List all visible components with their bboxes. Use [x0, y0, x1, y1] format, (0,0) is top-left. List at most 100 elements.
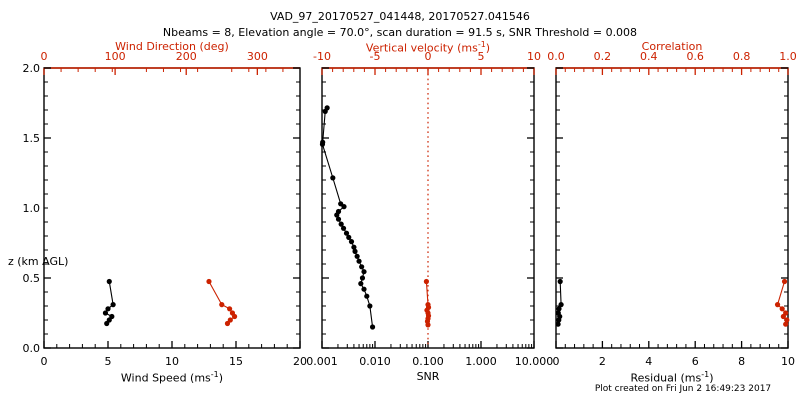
figure-title: VAD_97_20170527_041448, 20170527.041546 [270, 10, 530, 23]
data-point [358, 281, 364, 287]
series-correlation [774, 278, 790, 327]
data-point [219, 302, 225, 308]
panel-snr-top-tick-label: 10 [527, 50, 541, 63]
panel-wind-bottom-label-tail: ) [218, 371, 224, 385]
y-tick-label: 1.5 [23, 132, 41, 145]
series-snr [319, 105, 376, 330]
panel-residual-bottom-tick-label: 10 [781, 355, 795, 368]
panel-wind-bottom-label-sup: -1 [210, 370, 219, 379]
panel-wind-top-label: Wind Direction (deg) [115, 40, 229, 53]
y-tick-label: 0.5 [23, 272, 41, 285]
panel-residual-top-label: Correlation [641, 40, 703, 53]
panel-snr-top-tick-label: 0 [425, 50, 432, 63]
data-point [341, 204, 347, 210]
panel-snr-bottom-tick-label: 0.010 [359, 355, 391, 368]
data-point [335, 216, 342, 222]
panel-residual-bottom-tick-label: 0 [553, 355, 560, 368]
data-point [556, 306, 562, 312]
data-point [774, 302, 781, 308]
data-point [555, 321, 561, 327]
panel-snr-top-label-text: Vertical velocity (ms [365, 41, 478, 55]
data-point [558, 302, 564, 308]
data-point [369, 324, 376, 330]
data-point [361, 286, 367, 292]
panel-residual-bottom-label-text: Residual (ms [630, 371, 702, 385]
data-point [356, 258, 362, 264]
panel-residual-bottom-tick-label: 6 [692, 355, 699, 368]
panel-snr-top-label: Vertical velocity (ms-1) [322, 40, 534, 55]
panel-wind-bottom-label-text: Wind Speed (ms [120, 371, 211, 385]
panel-wind-top-tick-label: 0 [41, 50, 48, 63]
data-point [104, 320, 110, 327]
series-residual [555, 278, 564, 327]
data-point [227, 317, 233, 323]
data-point [779, 306, 785, 312]
data-point [322, 108, 328, 114]
data-point [351, 244, 357, 250]
data-point [330, 175, 336, 181]
plot-credit: Plot created on Fri Jun 2 16:49:23 2017 [594, 384, 772, 394]
data-point [556, 317, 562, 323]
data-point [784, 317, 790, 323]
panel-residual-frame [555, 67, 789, 349]
panel-snr-top-label-sup: -1 [477, 40, 486, 49]
panel-snr-top-tick-label: -10 [313, 50, 331, 63]
panel-wind-top-tick-label: 300 [247, 50, 268, 63]
panel-residual-bottom-label-sup: -1 [701, 370, 710, 379]
panel-wind-frame [43, 67, 301, 349]
panel-residual-top-tick-label: 1.0 [779, 50, 797, 63]
data-point [359, 264, 365, 270]
panel-residual-top-tick-label: 0.2 [594, 50, 612, 63]
panel-residual-bottom-tick-label: 2 [599, 355, 606, 368]
data-point [224, 320, 231, 327]
data-point [102, 310, 109, 316]
data-point [340, 225, 347, 231]
y-tick-label: 2.0 [23, 62, 41, 75]
panel-residual-top-tick-label: 0.0 [547, 50, 565, 63]
panel-wind-bottom-tick-label: 5 [105, 355, 112, 368]
panel-residual-top-tick-label: 0.8 [733, 50, 751, 63]
panel-wind-bottom-tick-label: 10 [165, 355, 179, 368]
data-point [105, 306, 111, 312]
data-point [783, 321, 789, 327]
panel-wind-bottom-tick-label: 15 [229, 355, 243, 368]
panel-snr-bottom-tick-label: 0.001 [306, 355, 338, 368]
panel-snr-bottom-tick-label: 1.000 [465, 355, 497, 368]
y-tick-label: 0.0 [23, 342, 41, 355]
panel-wind-bottom-label: Wind Speed (ms-1) [44, 370, 300, 385]
data-point [206, 278, 212, 285]
data-point [110, 302, 116, 308]
data-point [780, 313, 786, 320]
data-point [348, 239, 355, 245]
data-point [557, 278, 563, 285]
panel-snr-bottom-tick-label: 10.000 [515, 355, 554, 368]
data-point [346, 234, 352, 240]
data-point [364, 293, 370, 299]
series-wind-speed [102, 278, 116, 327]
y-tick-label: 1.0 [23, 202, 41, 215]
panel-snr-bottom-label: SNR [416, 370, 440, 383]
panel-residual-bottom-label-tail: ) [709, 371, 714, 385]
panel-residual-bottom-tick-label: 4 [645, 355, 652, 368]
panel-residual-top-tick-label: 0.4 [640, 50, 658, 63]
panel-wind: 0 5 10 15 200 100 200 300 [41, 50, 308, 368]
series-wind-direction [206, 278, 238, 327]
data-point [359, 275, 366, 281]
panel-wind-top-tick-label: 100 [105, 50, 126, 63]
data-point [343, 230, 350, 236]
panel-wind-top-tick-label: 200 [176, 50, 197, 63]
data-point [781, 278, 788, 285]
panel-residual-bottom-label: Residual (ms-1) [556, 370, 788, 385]
panel-snr-top-tick-label: -5 [370, 50, 381, 63]
data-point [367, 303, 373, 309]
panel-snr: 0.001 0.010 0.100 1.000 10.000 -10 -5 0 5 10 [306, 50, 553, 368]
data-point [231, 313, 238, 320]
data-point [334, 212, 340, 218]
data-point [361, 269, 367, 275]
panel-residual-bottom-tick-label: 8 [738, 355, 745, 368]
panel-snr-top-tick-label: 5 [478, 50, 485, 63]
series-line [321, 107, 374, 328]
data-point [106, 278, 112, 285]
panel-residual: 0 2 4 6 8 10 0.0 0.2 0.4 0.6 0.8 1.0 [547, 50, 797, 368]
